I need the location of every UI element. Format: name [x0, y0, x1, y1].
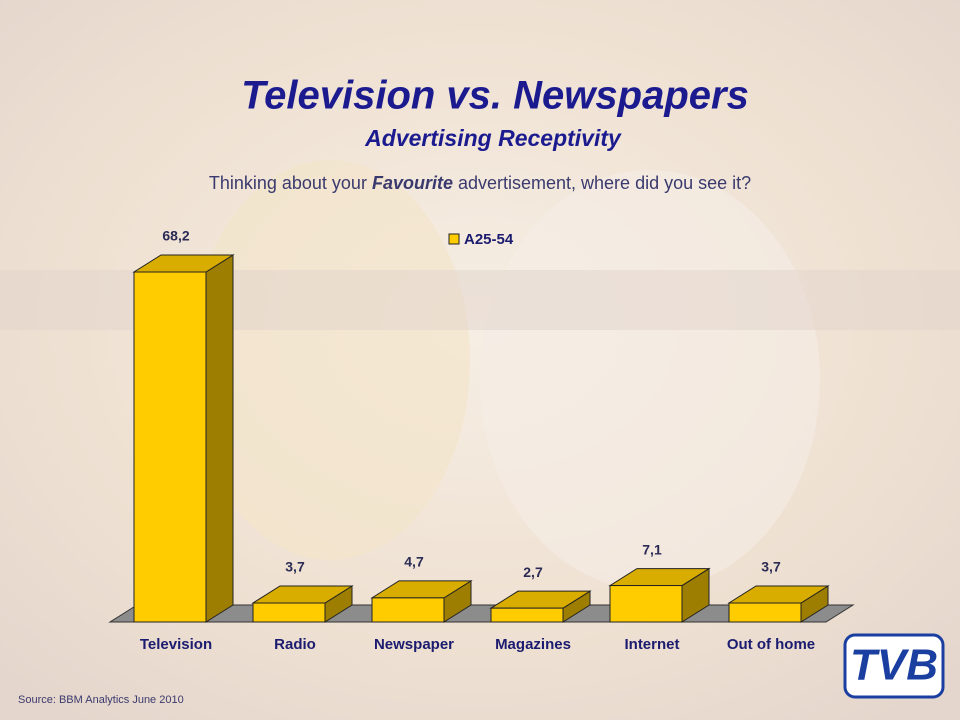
value-label: 7,1	[642, 541, 662, 557]
photo-shape	[480, 170, 820, 590]
source: Source: BBM Analytics June 2010	[18, 694, 184, 706]
x-tick-label: Out of home	[727, 636, 815, 653]
x-tick-label: Television	[140, 636, 212, 653]
value-label: 3,7	[761, 559, 781, 575]
logo-box	[843, 633, 945, 699]
question-text: Thinking about your	[209, 173, 372, 193]
x-tick-label: Newspaper	[374, 636, 454, 653]
question: Thinking about your Favourite advertisem…	[209, 173, 751, 193]
value-label: 68,2	[162, 228, 189, 244]
legend-swatch	[448, 233, 460, 245]
title: Television vs. Newspapers	[241, 74, 749, 118]
question-emphasis: Favourite	[372, 173, 453, 193]
value-label: 3,7	[285, 559, 305, 575]
legend-label: A25-54	[464, 231, 514, 248]
bar	[490, 607, 564, 623]
bar	[252, 602, 326, 623]
value-label: 4,7	[404, 554, 424, 570]
x-tick-label: Radio	[274, 636, 316, 653]
logo: TVB	[850, 641, 938, 690]
bar	[728, 602, 802, 623]
photo-shape	[190, 160, 470, 560]
value-label: 2,7	[523, 564, 543, 580]
bar	[371, 597, 445, 623]
bar-side	[205, 254, 234, 623]
bar	[133, 271, 207, 623]
x-tick-label: Internet	[624, 636, 679, 653]
x-tick-label: Magazines	[495, 636, 571, 653]
question-text: advertisement, where did you see it?	[453, 173, 751, 193]
subtitle: Advertising Receptivity	[364, 125, 622, 151]
bar	[609, 585, 683, 623]
